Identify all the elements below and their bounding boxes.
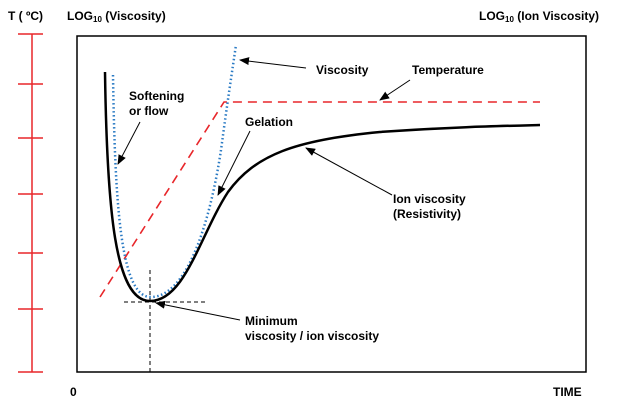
minimum-annotation: Minimum [245,314,298,328]
viscosity-annotation: Viscosity [316,63,369,77]
temperature-annotation: Temperature [412,63,484,77]
temperature-axis-label: T ( ºC) [8,9,43,23]
ion-viscosity-arrow [305,147,393,196]
ion-viscosity-annotation-line2: (Resistivity) [393,207,461,221]
minimum-arrow [155,300,241,321]
minimum-annotation-line2: viscosity / ion viscosity [245,329,379,343]
softening-annotation-line2: or flow [129,104,169,118]
ion-viscosity-curve [103,71,541,303]
ion-viscosity-annotation: Ion viscosity [393,192,466,206]
minimum-crosshair [124,270,207,372]
viscosity-arrow [239,57,307,69]
softening-annotation: Softening [129,89,184,103]
temperature-arrow [379,79,411,101]
x-origin-label: 0 [70,385,77,399]
temperature-scale [18,33,43,373]
gelation-annotation: Gelation [245,115,293,129]
temperature-curve [99,101,540,298]
ion-viscosity-axis-label: LOG10 (Ion Viscosity) [479,9,599,24]
gelation-arrow [217,130,251,196]
viscosity-curve [111,44,238,299]
annotation-arrows [117,57,411,321]
time-axis-label: TIME [553,385,582,399]
plot-frame [76,35,587,373]
viscosity-axis-label: LOG10 (Viscosity) [67,9,166,24]
softening-arrow [117,121,141,165]
